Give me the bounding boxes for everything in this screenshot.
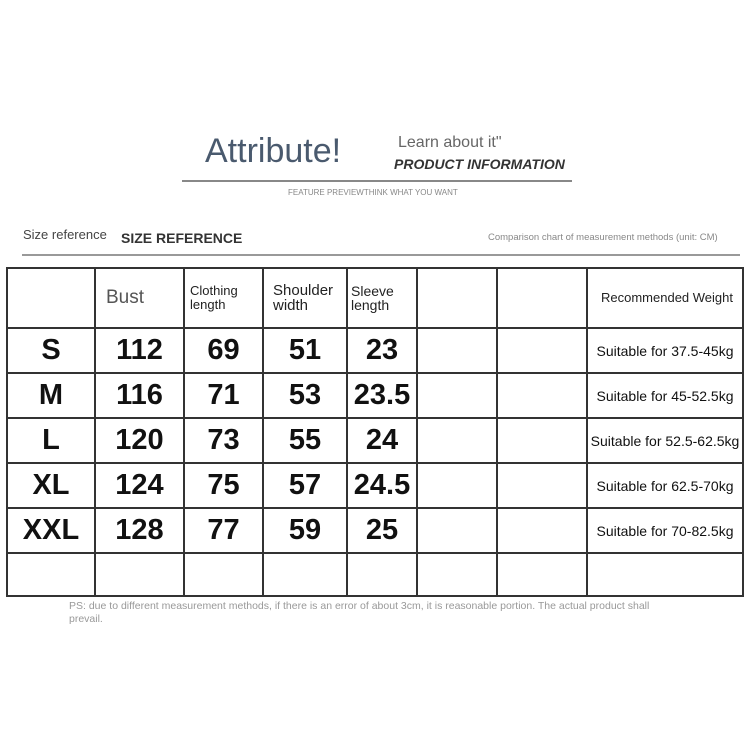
measure-cell: 55 <box>262 417 348 464</box>
header-sleeve-length: Sleeve length <box>346 267 418 329</box>
measure-cell: 124 <box>94 462 185 509</box>
measure-cell: 71 <box>183 372 264 419</box>
weight-cell: Suitable for 62.5-70kg <box>586 462 744 509</box>
measure-cell: 23.5 <box>346 372 418 419</box>
weight-cell: Suitable for 45-52.5kg <box>586 372 744 419</box>
weight-cell: Suitable for 37.5-45kg <box>586 327 744 374</box>
measure-cell: 23 <box>346 327 418 374</box>
measure-cell: 112 <box>94 327 185 374</box>
empty-cell <box>496 327 588 374</box>
divider <box>22 254 740 256</box>
divider <box>182 180 572 182</box>
measure-cell: 24.5 <box>346 462 418 509</box>
measure-cell: 53 <box>262 372 348 419</box>
empty-cell <box>496 372 588 419</box>
size-cell: L <box>6 417 96 464</box>
table-row-empty <box>6 552 744 597</box>
header-cell <box>416 267 498 329</box>
empty-cell <box>416 417 498 464</box>
table-row: L 120 73 55 24 Suitable for 52.5-62.5kg <box>6 417 744 464</box>
page-title: Attribute! <box>205 132 342 170</box>
header-bust: Bust <box>94 267 185 329</box>
empty-cell <box>416 327 498 374</box>
feature-subtitle: FEATURE PREVIEWTHINK WHAT YOU WANT <box>288 188 458 197</box>
weight-cell: Suitable for 52.5-62.5kg <box>586 417 744 464</box>
measure-cell: 24 <box>346 417 418 464</box>
table-row: XXL 128 77 59 25 Suitable for 70-82.5kg <box>6 507 744 554</box>
comparison-note: Comparison chart of measurement methods … <box>488 232 718 243</box>
empty-cell <box>496 417 588 464</box>
weight-cell: Suitable for 70-82.5kg <box>586 507 744 554</box>
header-cell <box>496 267 588 329</box>
header-recommended-weight: Recommended Weight <box>586 267 744 329</box>
footnote: PS: due to different measurement methods… <box>69 600 650 625</box>
learn-text: Learn about it" <box>398 134 502 151</box>
empty-cell <box>416 462 498 509</box>
empty-cell <box>416 372 498 419</box>
empty-cell <box>496 462 588 509</box>
size-cell: M <box>6 372 96 419</box>
measure-cell: 51 <box>262 327 348 374</box>
measure-cell: 73 <box>183 417 264 464</box>
header-clothing-length: Clothing length <box>183 267 264 329</box>
table-row: S 112 69 51 23 Suitable for 37.5-45kg <box>6 327 744 374</box>
product-info-heading: PRODUCT INFORMATION <box>394 156 565 172</box>
header-shoulder-width: Shoulder width <box>262 267 348 329</box>
table-row: XL 124 75 57 24.5 Suitable for 62.5-70kg <box>6 462 744 509</box>
size-table: Bust Clothing length Shoulder width Slee… <box>6 267 744 597</box>
measure-cell: 69 <box>183 327 264 374</box>
measure-cell: 25 <box>346 507 418 554</box>
size-cell: XL <box>6 462 96 509</box>
measure-cell: 128 <box>94 507 185 554</box>
measure-cell: 59 <box>262 507 348 554</box>
table-header: Bust Clothing length Shoulder width Slee… <box>6 267 744 329</box>
size-reference-caps: SIZE REFERENCE <box>121 230 243 246</box>
empty-cell <box>416 507 498 554</box>
measure-cell: 77 <box>183 507 264 554</box>
table-row: M 116 71 53 23.5 Suitable for 45-52.5kg <box>6 372 744 419</box>
size-reference-label: Size reference <box>23 227 107 242</box>
measure-cell: 120 <box>94 417 185 464</box>
size-cell: S <box>6 327 96 374</box>
header-cell <box>6 267 96 329</box>
measure-cell: 57 <box>262 462 348 509</box>
empty-cell <box>496 507 588 554</box>
size-cell: XXL <box>6 507 96 554</box>
measure-cell: 75 <box>183 462 264 509</box>
measure-cell: 116 <box>94 372 185 419</box>
